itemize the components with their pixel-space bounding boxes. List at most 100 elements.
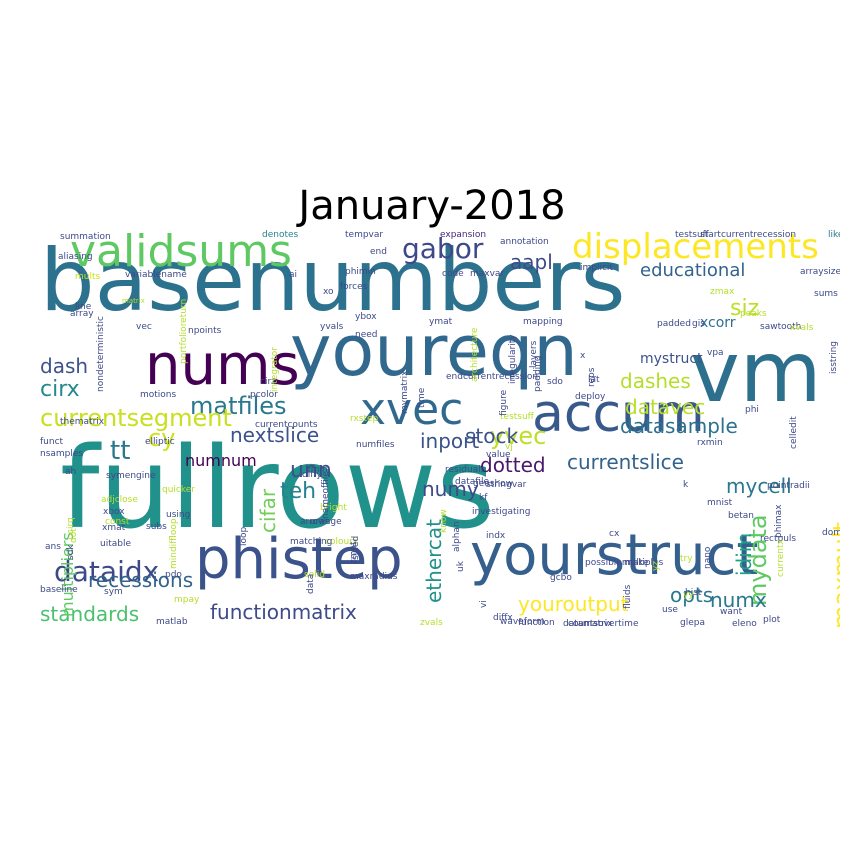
cloud-word: numfiles (356, 440, 395, 450)
word-cloud: basenumbers fullrows vm youreqn yourstruct ph… (40, 228, 840, 632)
cloud-word: matfiles (190, 392, 287, 420)
cloud-word: rxmin (697, 438, 723, 448)
cloud-word: sdk (66, 544, 76, 560)
cloud-word: vj (505, 442, 513, 452)
cloud-word: datafile (455, 477, 489, 487)
cloud-word: ah (65, 467, 77, 477)
cloud-word: numnum (185, 451, 257, 470)
cloud-word: maxradius (350, 572, 398, 582)
cloud-word: mapping (523, 317, 563, 327)
cloud-word: phimin (345, 267, 376, 277)
cloud-word: nano (703, 546, 713, 569)
cloud-word: integrator (270, 347, 280, 392)
cloud-word: pcolor (250, 390, 278, 400)
cloud-word: sums (814, 289, 838, 299)
cloud-word: alphan (452, 521, 462, 552)
cloud-word: tt (110, 436, 131, 466)
cloud-word: tempvar (345, 230, 384, 240)
cloud-word: rectpuls (760, 534, 797, 544)
cloud-word: ybox (355, 312, 377, 322)
cloud-word: mnist (707, 498, 733, 508)
cloud-word: motions (140, 390, 177, 400)
cloud-word: cirz (260, 377, 276, 387)
cloud-word: glepa (680, 618, 705, 628)
cloud-word: value (486, 450, 511, 460)
cloud-word: nsamples (40, 449, 84, 459)
cloud-word: numx (710, 588, 767, 612)
cloud-word: nextslice (230, 423, 320, 447)
cloud-word: nameoffile (321, 471, 331, 519)
cloud-word: try (680, 554, 693, 564)
cloud-word: datamatrix (563, 619, 613, 629)
cloud-word: cirq (66, 517, 76, 534)
cloud-word: like (828, 230, 840, 240)
cloud-word: peaks (740, 309, 767, 319)
cloud-word: padded (657, 319, 691, 329)
cloud-word: orange (310, 517, 342, 527)
cloud-word: nondeterministic (96, 316, 106, 392)
cloud-word: reps (587, 367, 597, 387)
cloud-word: const (105, 517, 130, 527)
cloud-word: solid (304, 570, 325, 580)
cloud-word: countsovertime (568, 619, 639, 629)
cloud-word: dataidx (54, 555, 160, 588)
cloud-word: zmin (306, 465, 328, 475)
cloud-word: rxstep (350, 414, 379, 424)
cloud-word: diffx (493, 613, 513, 623)
cloud-word: yy (683, 590, 694, 600)
cloud-word: endcurrentrecession (446, 372, 539, 382)
cloud-word: maxmult (828, 522, 840, 629)
cloud-word: datasample (620, 414, 738, 438)
cloud-word: k (683, 480, 689, 490)
cloud-word: quicker (162, 485, 195, 495)
cloud-word: pointradii (767, 481, 810, 491)
cloud-word: hist (685, 588, 702, 598)
cloud-word: time (417, 387, 427, 408)
cloud-word: use (662, 605, 678, 615)
cloud-word: stringvar (486, 480, 527, 490)
cloud-word: basenumbers (40, 231, 626, 331)
cloud-word: maxvar (470, 269, 505, 279)
cloud-word: inport (420, 429, 480, 453)
cloud-word: code (442, 269, 464, 279)
cloud-word: lat (588, 375, 600, 385)
cloud-word: currentcounts (255, 420, 318, 430)
cloud-word: zvals (420, 618, 443, 628)
cloud-word: recessions (88, 568, 194, 592)
cloud-word: phistep (195, 527, 403, 592)
cloud-word: kf (479, 493, 488, 503)
cloud-word: forces (340, 282, 368, 292)
cloud-word: displacements (572, 228, 819, 267)
cloud-word: xmat (102, 523, 126, 533)
cloud-word: deploy (575, 392, 606, 402)
cloud-word: mpay (174, 595, 200, 605)
cloud-word: currentslice (567, 450, 684, 474)
cloud-word: uitable (100, 539, 131, 549)
cloud-word: architecture (470, 327, 480, 382)
cloud-word: waveform (500, 617, 545, 627)
cloud-word: dashes (620, 369, 691, 393)
cloud-word: arraysize (800, 267, 840, 277)
cloud-word: residuals (445, 465, 486, 475)
cloud-word: vpa (707, 348, 724, 358)
cloud-word: funct (40, 437, 64, 447)
cloud-word: cifar (256, 488, 280, 533)
cloud-word: gis (692, 319, 705, 329)
cloud-word: using (166, 510, 191, 520)
cloud-word: need (355, 330, 378, 340)
cloud-word: siz (730, 296, 760, 321)
cloud-word: adjclose (101, 495, 138, 505)
cloud-word: gcbo (550, 573, 572, 583)
cloud-word: xo (323, 287, 334, 297)
cloud-word: geoshow (473, 479, 514, 489)
cloud-word: functionmatrix (210, 600, 357, 624)
cloud-word: dash (40, 354, 89, 378)
cloud-word: youreqn (290, 310, 578, 392)
cloud-word: aapl (510, 250, 553, 274)
cloud-word: betan (728, 511, 754, 521)
cloud-word: zmax (710, 287, 735, 297)
cloud-word: currentsegment (40, 404, 232, 432)
cloud-word: dome (822, 528, 840, 538)
cloud-word: testsuff (675, 230, 709, 240)
cloud-word: currentx (776, 539, 786, 577)
